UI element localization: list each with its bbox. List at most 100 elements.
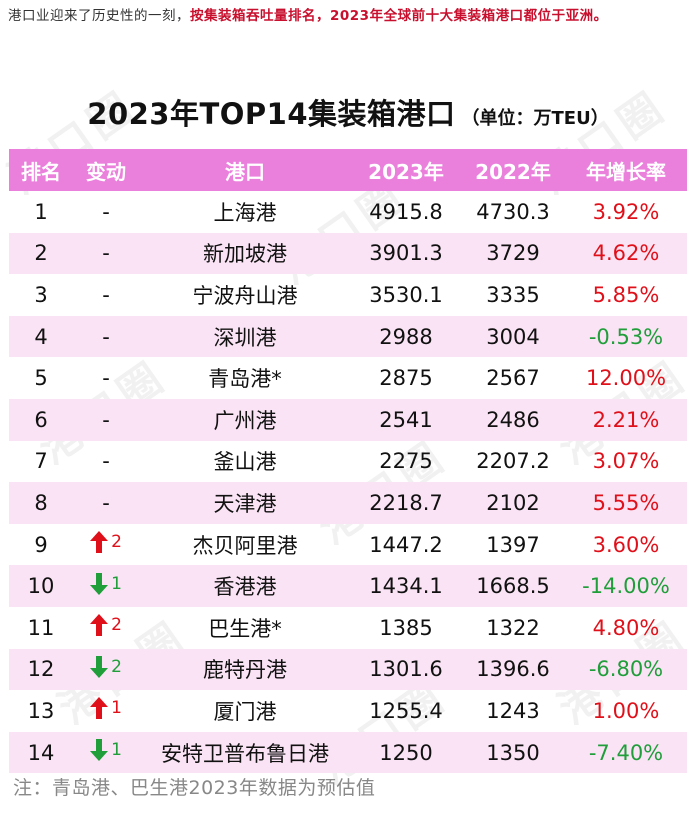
volume-2022-cell: 4730.3 [476,199,550,224]
volume-2022-cell: 3004 [486,324,540,349]
growth-cell: -0.53% [588,324,664,349]
growth-cell: 4.62% [592,241,660,266]
table-row: 13 1 厦门港 1255.4 1243 1.00% [9,690,687,732]
volume-2023-cell: 1255.4 [369,698,443,723]
rank-cell: 8 [34,490,48,515]
table-unit: （单位：万TEU） [461,108,609,129]
intro-plain: 港口业迎来了历史性的一刻， [8,8,190,24]
port-cell: 青岛港* [208,367,282,392]
table-row: 12 2 鹿特丹港 1301.6 1396.6 -6.80% [9,648,687,691]
volume-2022-cell: 2102 [486,490,540,515]
ranking-table-card: 港口圈 港口圈 港口圈 港口圈 港口圈 港口圈 港口圈 港口圈 港口圈 2023… [0,79,696,813]
volume-2023-cell: 4915.8 [369,199,443,224]
arrow-down-icon [90,739,109,762]
table-row: 11 2 巴生港* 1385 1322 4.80% [9,607,687,649]
header-growth: 年增长率 [586,159,666,184]
volume-2022-cell: 1322 [486,615,540,640]
port-cell: 巴生港* [208,616,282,641]
table-row: 14 1 安特卫普布鲁日港 1250 1350 -7.40% [9,731,687,774]
rank-cell: 10 [27,574,55,599]
header-2023: 2023年 [368,159,444,184]
table-row: 10 1 香港港 1434.1 1668.5 -14.00% [9,565,687,607]
arrow-down-icon [90,655,109,678]
change-cell: - [102,199,110,224]
volume-2022-cell: 1397 [486,532,540,557]
change-amount: 1 [111,573,122,594]
growth-cell: 12.00% [585,366,667,391]
header-port: 港口 [225,159,265,184]
arrow-up-icon [90,614,109,637]
volume-2023-cell: 3530.1 [369,282,443,307]
table-title-text: 2023年TOP14集装箱港口 [87,97,456,131]
table-header: 排名 变动 港口 2023年 2022年 年增长率 [9,149,687,191]
growth-cell: 3.60% [592,532,660,557]
volume-2023-cell: 1447.2 [369,532,443,557]
change-cell: - [102,449,110,474]
table-row: 5 - 青岛港* 2875 2567 12.00% [9,357,687,399]
volume-2023-cell: 2988 [379,324,433,349]
port-cell: 釜山港 [213,450,277,475]
change-cell: 1 [73,739,139,766]
change-cell: - [102,407,110,432]
rank-change: 2 [90,614,122,637]
table-row: 3 - 宁波舟山港 3530.1 3335 5.85% [9,274,687,316]
rank-change: 2 [90,531,122,554]
table-title: 2023年TOP14集装箱港口 （单位：万TEU） [9,91,687,135]
port-cell: 杰贝阿里港 [192,533,298,558]
change-cell: 1 [73,572,139,600]
intro-highlight: 按集装箱吞吐量排名，2023年全球前十大集装箱港口都位于亚洲。 [190,8,608,24]
port-cell: 宁波舟山港 [192,283,298,308]
volume-2023-cell: 1301.6 [369,657,443,682]
volume-2022-cell: 1350 [486,740,540,765]
volume-2023-cell: 1250 [379,740,433,765]
volume-2022-cell: 2486 [486,407,540,432]
volume-2022-cell: 3335 [486,282,540,307]
rank-cell: 3 [34,282,48,307]
rank-cell: 6 [34,407,48,432]
volume-2023-cell: 2275 [379,449,433,474]
volume-2022-cell: 1243 [486,698,540,723]
volume-2023-cell: 3901.3 [369,241,443,266]
rank-cell: 11 [27,615,55,640]
volume-2022-cell: 1668.5 [476,574,550,599]
table-row: 6 - 广州港 2541 2486 2.21% [9,398,687,441]
port-cell: 香港港 [213,575,277,600]
volume-2023-cell: 2218.7 [369,490,443,515]
volume-2022-cell: 2207.2 [476,449,550,474]
port-cell: 天津港 [213,491,277,516]
table-row: 7 - 釜山港 2275 2207.2 3.07% [9,441,687,483]
port-cell: 鹿特丹港 [203,658,287,683]
port-cell: 安特卫普布鲁日港 [161,741,329,766]
arrow-up-icon [90,697,109,720]
port-cell: 深圳港 [213,325,277,350]
header-rank: 排名 [21,159,61,184]
growth-cell: -7.40% [588,740,664,765]
change-amount: 2 [111,656,122,677]
table-row: 1 - 上海港 4915.8 4730.3 3.92% [9,191,687,233]
arrow-down-icon [90,572,109,595]
change-cell: 2 [73,655,139,683]
change-cell: 2 [73,531,139,558]
growth-cell: 1.00% [592,698,660,723]
rank-cell: 12 [27,657,55,682]
change-cell: - [102,282,110,307]
table-row: 8 - 天津港 2218.7 2102 5.55% [9,482,687,524]
table-body: 1- 上海港 4915.8 4730.3 3.92% 2- 新加坡港 3901.3 3729 4.… [9,191,687,774]
rank-cell: 7 [34,449,48,474]
growth-cell: 3.92% [592,199,660,224]
change-cell: 1 [73,697,139,724]
rank-cell: 14 [27,740,55,765]
change-cell: - [102,241,110,266]
growth-cell: -6.80% [588,657,664,682]
rank-cell: 4 [34,324,48,349]
table-row: 4 - 深圳港 2988 3004 -0.53% [9,315,687,358]
change-cell: - [102,490,110,515]
header-change: 变动 [86,159,126,184]
volume-2022-cell: 3729 [486,241,540,266]
rank-cell: 1 [34,199,48,224]
volume-2022-cell: 1396.6 [476,657,550,682]
port-cell: 上海港 [213,200,277,225]
rank-cell: 5 [34,366,48,391]
growth-cell: 5.55% [592,490,660,515]
rank-cell: 9 [34,532,48,557]
